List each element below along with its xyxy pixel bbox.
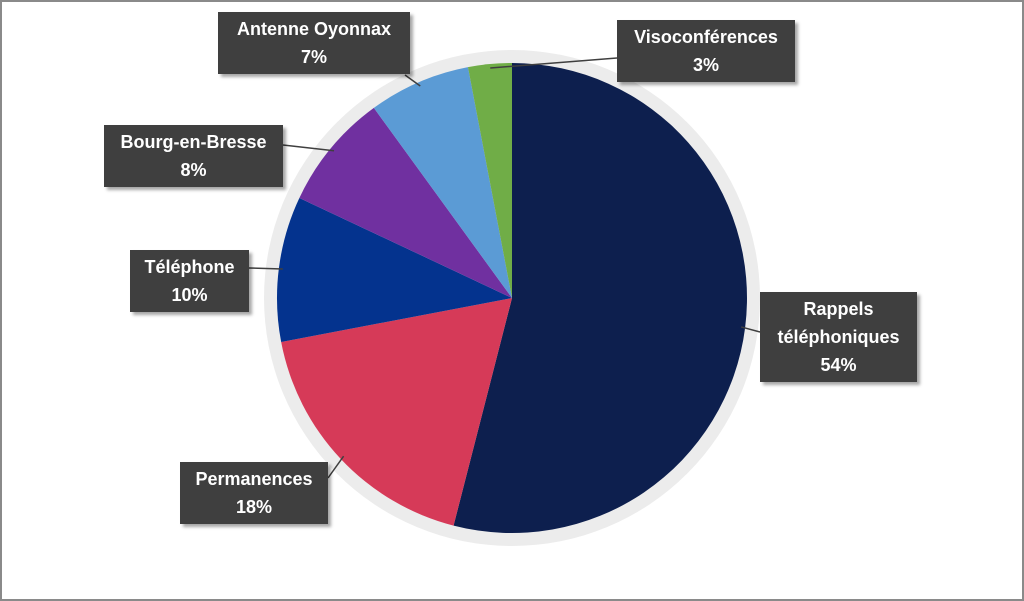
pie-slice bbox=[373, 67, 512, 298]
leader-line bbox=[248, 267, 283, 270]
label-name: Téléphone bbox=[144, 257, 235, 277]
label-value: 18% bbox=[235, 497, 273, 517]
data-label: Téléphone 10% bbox=[130, 250, 249, 312]
leader-line bbox=[404, 74, 421, 87]
label-name: Antenne Oyonnax bbox=[236, 19, 392, 39]
data-label: Rappels téléphoniques 54% bbox=[760, 292, 917, 382]
label-value: 3% bbox=[692, 55, 719, 75]
label-name: Bourg-en-Bresse bbox=[120, 132, 267, 152]
pie-slice bbox=[453, 63, 747, 533]
data-label: Permanences 18% bbox=[180, 462, 328, 524]
leader-line bbox=[327, 455, 345, 479]
label-name: Permanences bbox=[195, 469, 313, 489]
label-name: Rappels téléphoniques bbox=[777, 299, 900, 347]
data-label: Antenne Oyonnax 7% bbox=[218, 12, 410, 74]
pie-slice bbox=[276, 197, 512, 343]
label-value: 10% bbox=[171, 285, 208, 305]
leader-line bbox=[282, 144, 335, 152]
leader-line bbox=[740, 326, 761, 333]
pie-slice bbox=[467, 63, 512, 298]
data-label: Bourg-en-Bresse 8% bbox=[104, 125, 283, 187]
data-label: Visoconférences 3% bbox=[617, 20, 795, 82]
pie-slice bbox=[299, 107, 512, 298]
pie-slice bbox=[281, 298, 512, 526]
label-name: Visoconférences bbox=[634, 27, 778, 47]
label-value: 54% bbox=[820, 355, 857, 375]
label-value: 7% bbox=[300, 47, 327, 67]
label-value: 8% bbox=[180, 160, 207, 180]
leader-line bbox=[490, 57, 618, 69]
